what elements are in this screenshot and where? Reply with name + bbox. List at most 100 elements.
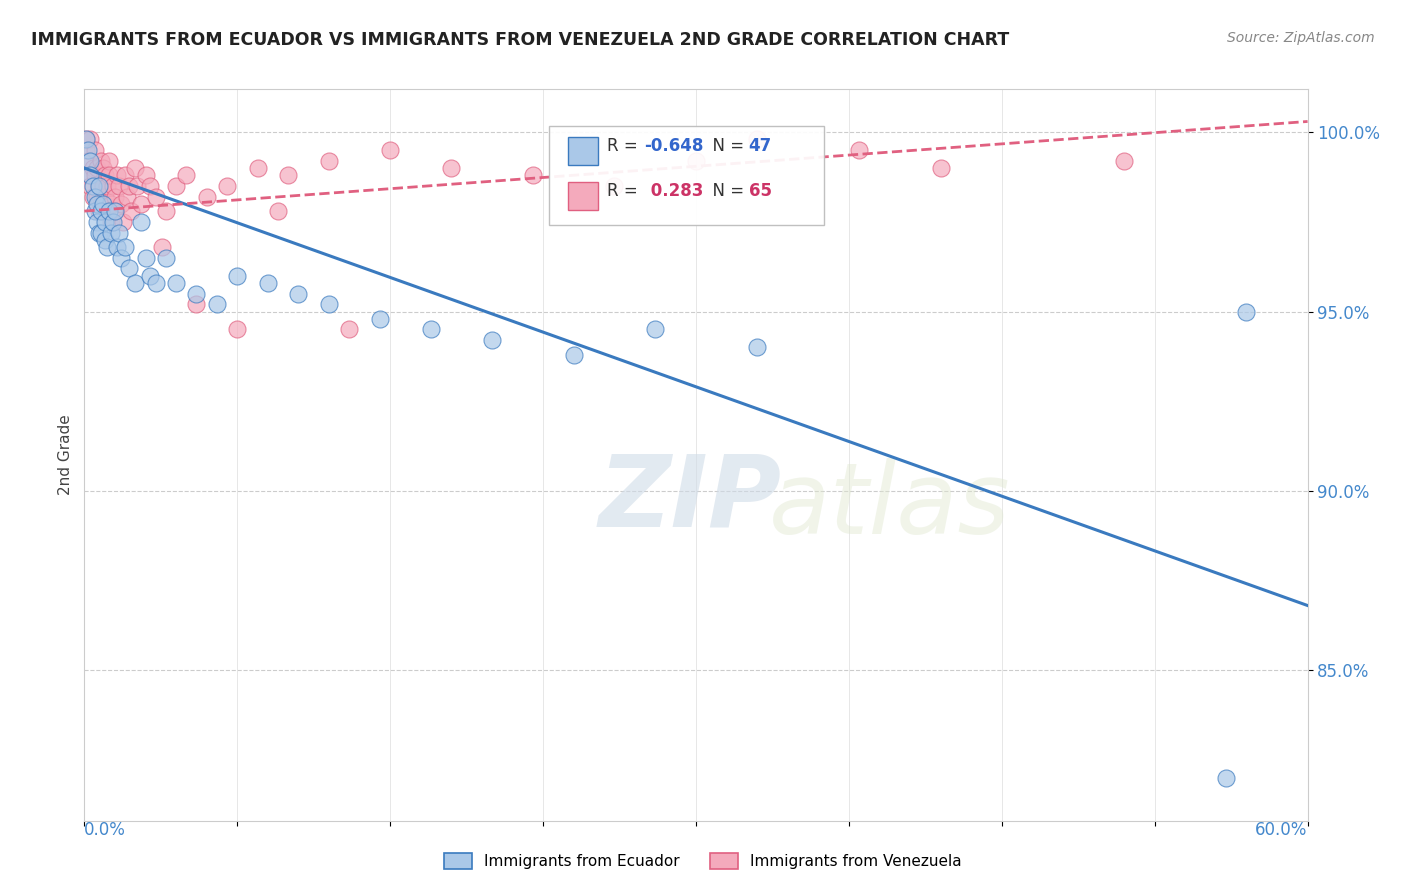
- Point: [87, 179, 110, 194]
- Point: [86, 197, 108, 211]
- Point: [112, 215, 135, 229]
- Point: [83, 143, 105, 157]
- Text: 0.283: 0.283: [644, 182, 703, 200]
- Point: [108, 179, 131, 194]
- Point: [96, 204, 118, 219]
- Point: [91, 179, 114, 194]
- Bar: [568, 136, 598, 164]
- Point: [100, 215, 122, 229]
- Point: [685, 153, 707, 168]
- Point: [127, 179, 149, 194]
- Point: [83, 204, 105, 219]
- Point: [118, 179, 141, 194]
- Point: [118, 261, 141, 276]
- Point: [75, 143, 97, 157]
- Point: [135, 168, 157, 182]
- Point: [96, 179, 118, 194]
- Point: [1236, 304, 1258, 318]
- Point: [287, 286, 309, 301]
- Point: [145, 276, 167, 290]
- Point: [82, 179, 104, 194]
- Point: [93, 190, 115, 204]
- Point: [165, 276, 187, 290]
- Point: [150, 240, 173, 254]
- Point: [929, 161, 952, 175]
- Legend: Immigrants from Ecuador, Immigrants from Venezuela: Immigrants from Ecuador, Immigrants from…: [439, 847, 967, 875]
- Point: [368, 311, 391, 326]
- Text: ZIP: ZIP: [598, 450, 782, 548]
- Text: 0.0%: 0.0%: [84, 821, 127, 838]
- Point: [339, 322, 361, 336]
- Point: [115, 190, 138, 204]
- Point: [101, 215, 124, 229]
- Point: [747, 340, 769, 354]
- Point: [195, 190, 218, 204]
- Point: [86, 215, 108, 229]
- Point: [79, 179, 101, 194]
- Point: [87, 226, 110, 240]
- Point: [114, 168, 136, 182]
- Point: [205, 297, 228, 311]
- Point: [90, 197, 112, 211]
- Point: [104, 204, 127, 219]
- Point: [165, 179, 187, 194]
- Point: [522, 168, 544, 182]
- Point: [77, 143, 100, 157]
- Point: [87, 179, 110, 194]
- Point: [267, 204, 290, 219]
- Point: [110, 197, 132, 211]
- Point: [75, 132, 97, 146]
- Point: [97, 204, 120, 219]
- Point: [131, 197, 153, 211]
- Point: [79, 132, 101, 146]
- Point: [217, 179, 239, 194]
- Point: [75, 132, 97, 146]
- Point: [246, 161, 269, 175]
- Point: [644, 322, 666, 336]
- Text: R =: R =: [606, 136, 643, 154]
- Point: [318, 297, 340, 311]
- Point: [380, 143, 402, 157]
- Point: [186, 286, 208, 301]
- Point: [277, 168, 299, 182]
- Point: [91, 161, 114, 175]
- Point: [108, 226, 131, 240]
- Point: [120, 204, 142, 219]
- Point: [603, 179, 626, 194]
- Point: [93, 215, 115, 229]
- Text: 47: 47: [748, 136, 772, 154]
- Point: [101, 179, 124, 194]
- Text: -0.648: -0.648: [644, 136, 704, 154]
- Point: [104, 190, 127, 204]
- Point: [83, 168, 105, 182]
- Point: [93, 168, 115, 182]
- Text: 60.0%: 60.0%: [1256, 821, 1308, 838]
- Point: [79, 153, 101, 168]
- Y-axis label: 2nd Grade: 2nd Grade: [58, 415, 73, 495]
- Point: [77, 168, 100, 182]
- Point: [97, 168, 120, 182]
- Text: N =: N =: [702, 182, 749, 200]
- Text: 65: 65: [748, 182, 772, 200]
- Point: [135, 251, 157, 265]
- Point: [100, 197, 122, 211]
- Point: [90, 226, 112, 240]
- Point: [90, 204, 112, 219]
- Point: [87, 204, 110, 219]
- Point: [97, 153, 120, 168]
- Text: IMMIGRANTS FROM ECUADOR VS IMMIGRANTS FROM VENEZUELA 2ND GRADE CORRELATION CHART: IMMIGRANTS FROM ECUADOR VS IMMIGRANTS FR…: [31, 31, 1010, 49]
- Point: [86, 190, 108, 204]
- Point: [155, 251, 177, 265]
- Point: [104, 204, 127, 219]
- Point: [79, 168, 101, 182]
- Point: [110, 251, 132, 265]
- Point: [174, 168, 197, 182]
- Point: [440, 161, 463, 175]
- Point: [257, 276, 280, 290]
- Text: atlas: atlas: [769, 458, 1011, 555]
- Point: [138, 268, 160, 283]
- Point: [747, 132, 769, 146]
- Point: [226, 322, 249, 336]
- Text: Source: ZipAtlas.com: Source: ZipAtlas.com: [1227, 31, 1375, 45]
- Point: [420, 322, 443, 336]
